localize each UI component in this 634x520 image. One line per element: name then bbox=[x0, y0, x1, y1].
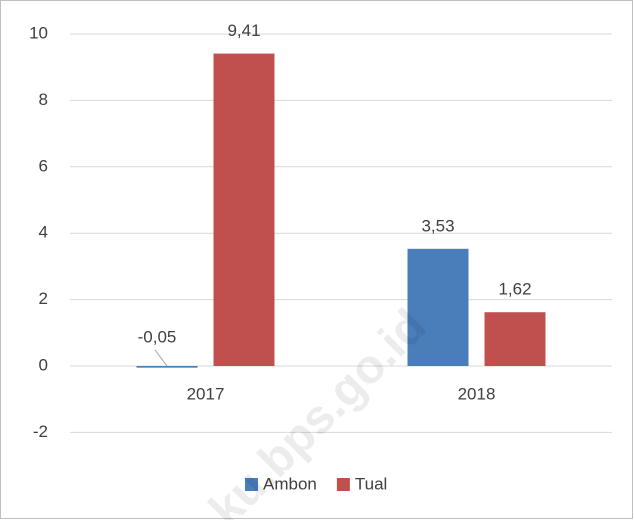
y-tick-label: 0 bbox=[39, 355, 48, 374]
y-tick-label: 10 bbox=[29, 23, 48, 42]
y-tick-label: 2 bbox=[39, 289, 48, 308]
y-tick-label: 8 bbox=[39, 90, 48, 109]
leader-line bbox=[154, 349, 168, 367]
legend-swatch bbox=[245, 478, 258, 491]
bar bbox=[407, 248, 469, 366]
y-tick-label: 4 bbox=[39, 223, 48, 242]
y-tick-label: 6 bbox=[39, 156, 48, 175]
bar bbox=[213, 53, 275, 366]
y-tick-label: -2 bbox=[33, 422, 48, 441]
x-tick-label: 2017 bbox=[187, 384, 225, 403]
x-tick-label: 2018 bbox=[458, 384, 496, 403]
legend-label: Tual bbox=[355, 474, 387, 493]
data-label: 3,53 bbox=[421, 216, 454, 235]
legend-swatch bbox=[336, 478, 350, 491]
legend-label: Ambon bbox=[263, 474, 317, 493]
data-label: 9,41 bbox=[227, 21, 260, 40]
data-label: -0,05 bbox=[138, 327, 177, 346]
data-label: 1,62 bbox=[498, 280, 531, 299]
bar bbox=[484, 312, 546, 366]
bar bbox=[136, 366, 198, 368]
